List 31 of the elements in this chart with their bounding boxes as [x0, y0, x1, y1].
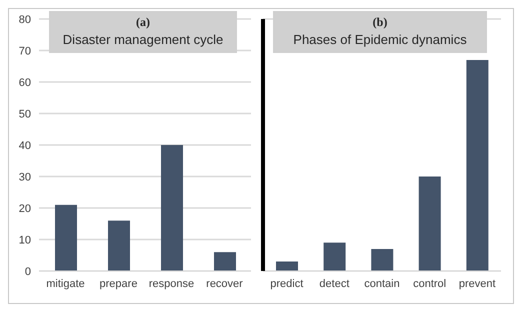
bar — [276, 262, 298, 271]
y-tick-label: 70 — [18, 45, 31, 58]
chart-title: (a) — [135, 15, 151, 30]
x-tick-label: prevent — [458, 278, 496, 290]
bar — [214, 252, 236, 271]
y-tick-label: 0 — [24, 266, 31, 278]
text: Disaster management cycle — [62, 32, 224, 47]
y-tick-label: 80 — [18, 14, 31, 26]
bar — [466, 60, 488, 271]
x-tick-label: detect — [319, 278, 350, 290]
bar — [161, 145, 183, 271]
bar — [55, 204, 77, 271]
chart-title: (b) — [372, 15, 388, 30]
bar — [371, 248, 394, 271]
y-tick-label: 10 — [18, 234, 31, 246]
y-tick-label: 60 — [18, 76, 31, 89]
bar — [324, 242, 346, 271]
y-tick-label: 40 — [18, 140, 31, 152]
x-tick-label: contain — [364, 278, 400, 290]
x-tick-label: recover — [206, 278, 244, 290]
x-tick-label: response — [148, 278, 194, 290]
x-tick-label: prepare — [100, 278, 138, 290]
bar — [108, 220, 130, 271]
text: Phases of Epidemic dynamics — [292, 32, 468, 47]
bar — [418, 176, 441, 271]
y-tick-label: 30 — [18, 171, 31, 184]
x-tick-label: predict — [270, 278, 304, 290]
y-tick-label: 20 — [18, 202, 31, 215]
x-tick-label: mitigate — [46, 278, 85, 290]
y-tick-label: 50 — [18, 108, 31, 120]
x-tick-label: control — [413, 278, 446, 290]
